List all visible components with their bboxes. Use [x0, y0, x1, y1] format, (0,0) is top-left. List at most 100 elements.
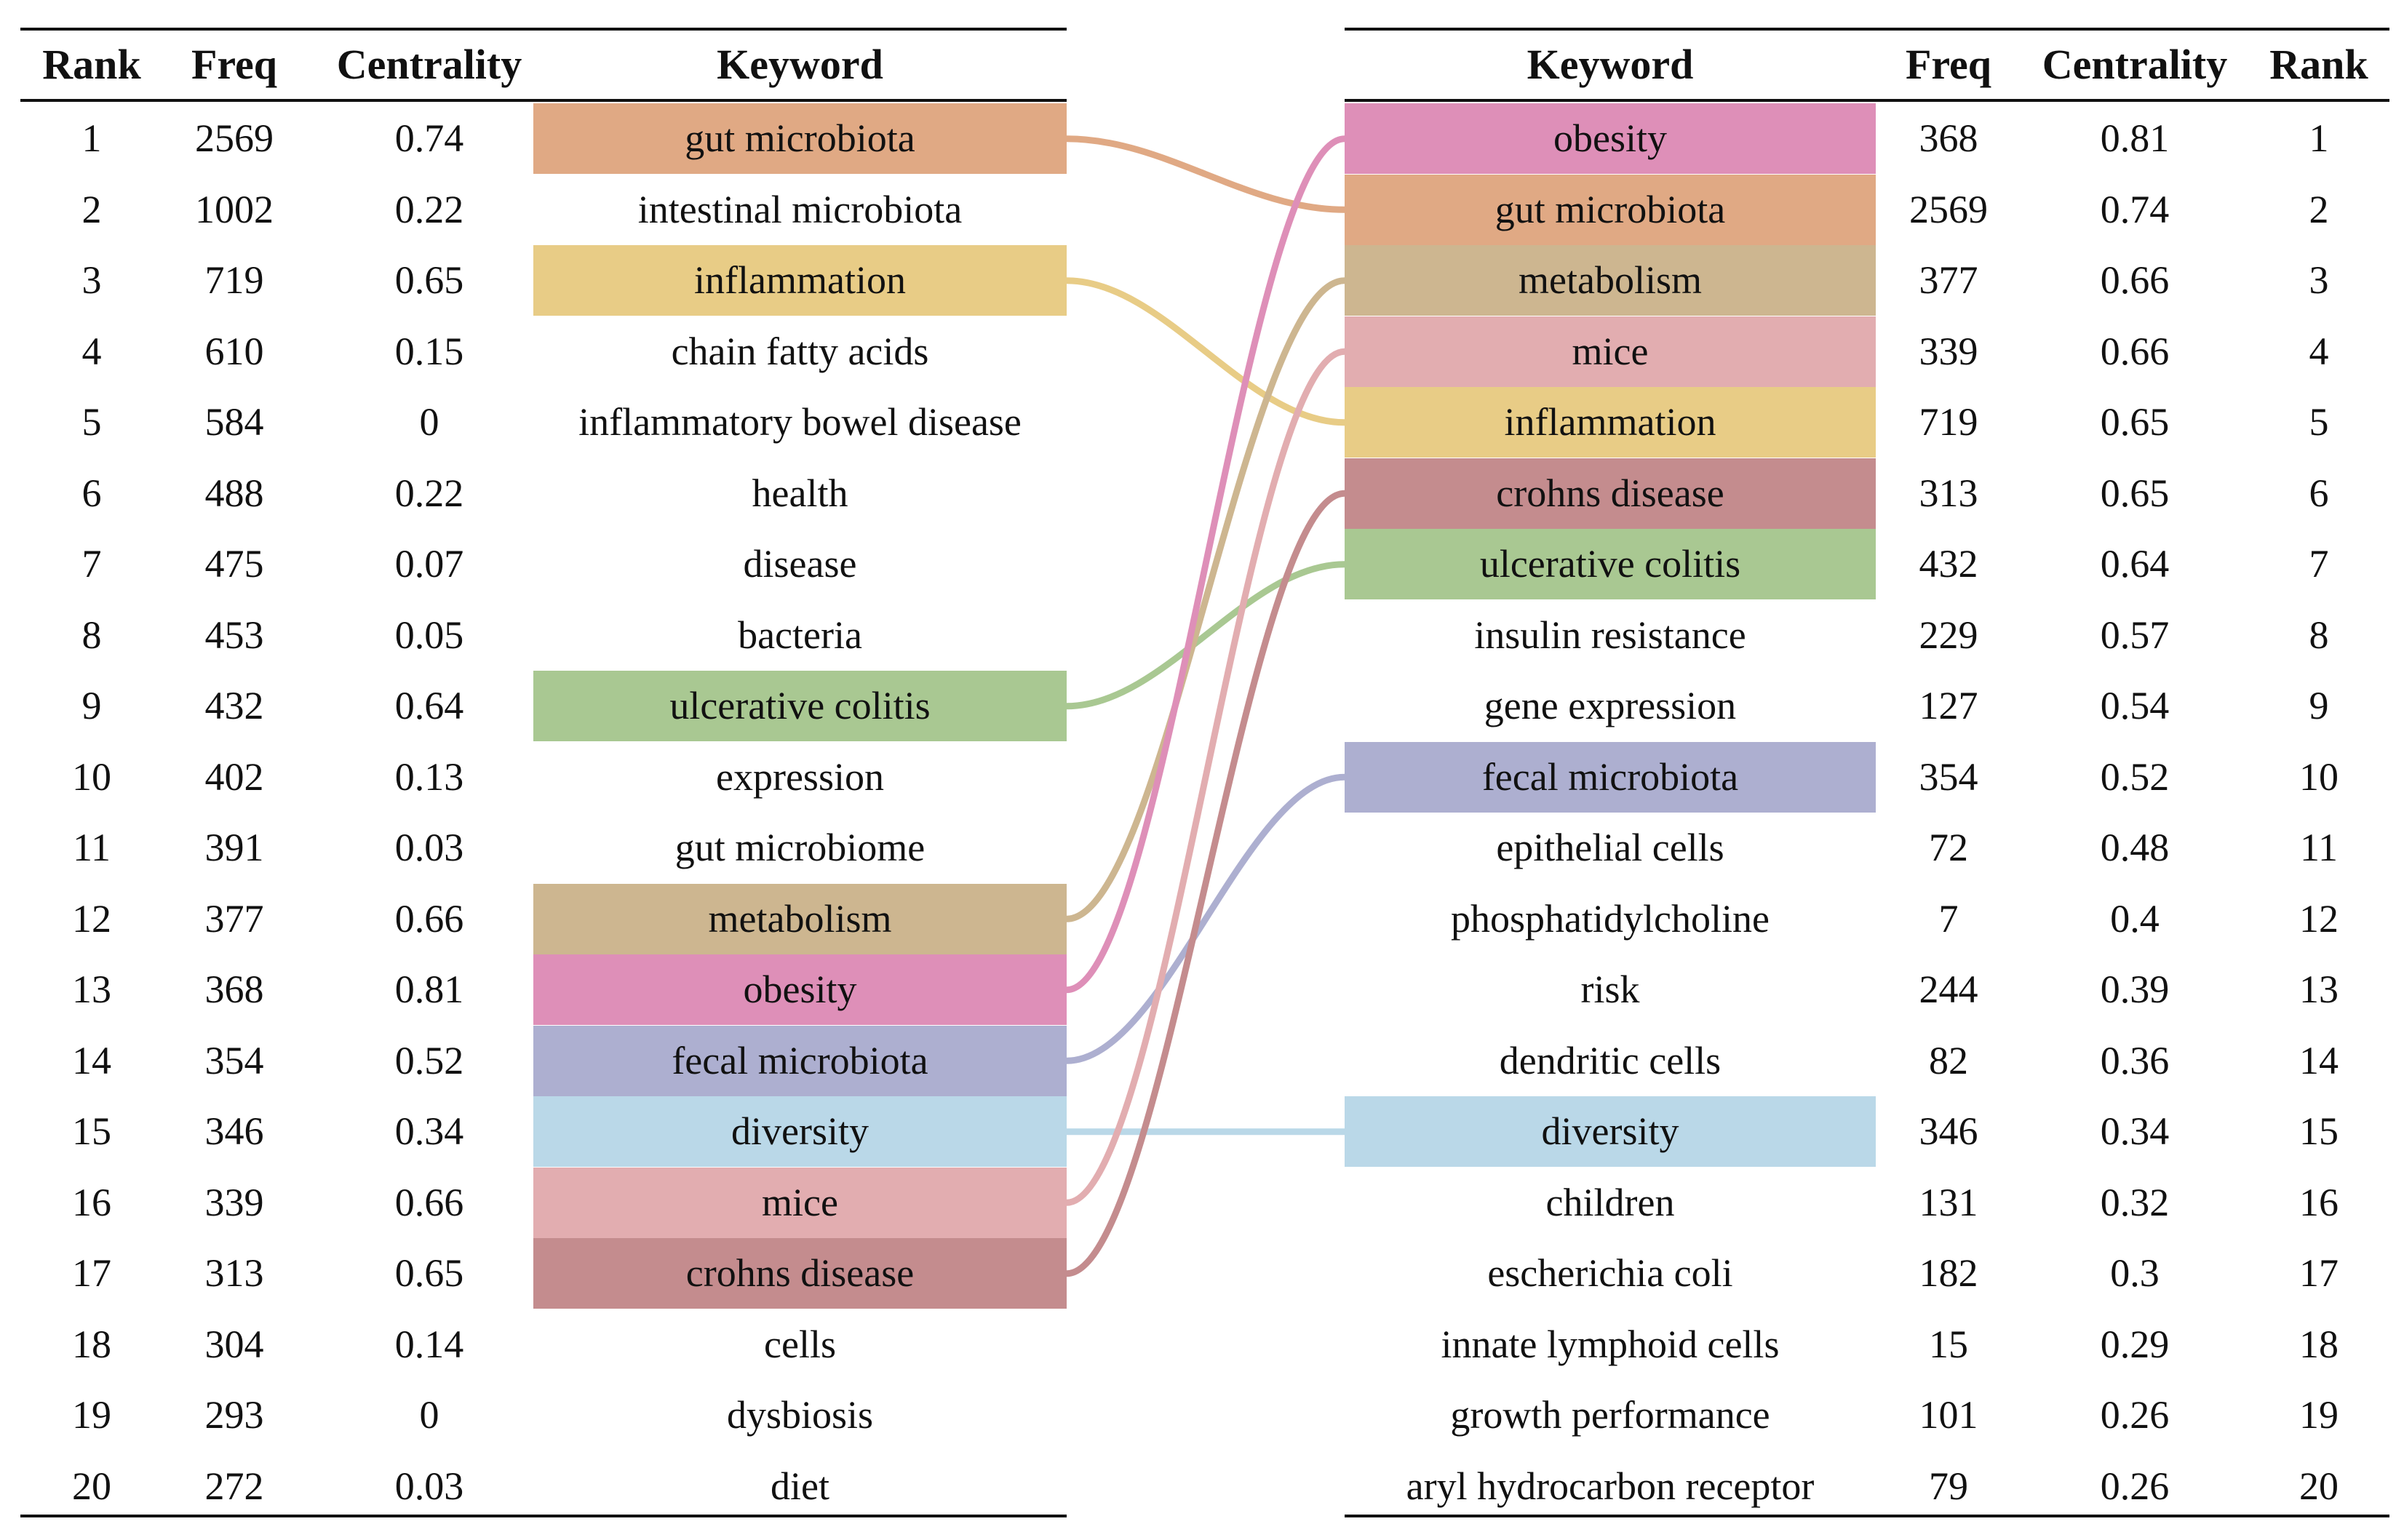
table-row: 11 391 0.03 gut microbiome	[20, 813, 1067, 883]
top-rule	[20, 28, 1067, 31]
rank-cell: 5	[81, 400, 102, 444]
freq-cell: 182	[1919, 1251, 1978, 1295]
connector-line	[1063, 773, 1348, 1064]
centrality-cell: 0.74	[2100, 187, 2170, 231]
centrality-cell: 0.34	[394, 1109, 464, 1153]
keyword-cell: obesity	[1345, 103, 1876, 174]
table-row: 4 610 0.15 chain fatty acids	[20, 316, 1067, 387]
centrality-cell: 0.07	[394, 542, 464, 586]
table-row: 17 313 0.65 crohns disease	[20, 1238, 1067, 1309]
rank-cell: 14	[2299, 1038, 2339, 1082]
table-row: 20 272 0.03 diet	[20, 1451, 1067, 1522]
rank-cell: 17	[2299, 1251, 2339, 1295]
keyword-cell: insulin resistance	[1474, 613, 1746, 657]
keyword-cell: mice	[533, 1167, 1067, 1238]
rank-cell: 17	[72, 1251, 111, 1295]
centrality-cell: 0.39	[2100, 968, 2170, 1011]
header-keyword: Keyword	[1527, 41, 1694, 88]
header-freq: Freq	[191, 41, 278, 88]
table-row: gene expression 127 0.54 9	[1345, 671, 2389, 741]
table-row: mice 339 0.66 4	[1345, 316, 2389, 387]
rank-cell: 8	[2309, 613, 2329, 657]
table-row: 18 304 0.14 cells	[20, 1309, 1067, 1380]
freq-cell: 339	[204, 1180, 264, 1224]
freq-cell: 313	[1919, 471, 1978, 515]
freq-cell: 453	[204, 613, 264, 657]
centrality-cell: 0.13	[394, 754, 464, 799]
table-row: 14 354 0.52 fecal microbiota	[20, 1025, 1067, 1096]
keyword-cell: phosphatidylcholine	[1451, 896, 1770, 941]
table-row: children 131 0.32 16	[1345, 1168, 2389, 1238]
rank-cell: 19	[72, 1393, 111, 1437]
centrality-cell: 0.29	[2100, 1322, 2170, 1366]
rank-cell: 9	[2309, 684, 2329, 727]
rank-cell: 11	[73, 826, 111, 869]
rank-cell: 6	[2309, 471, 2329, 515]
rank-cell: 20	[72, 1464, 111, 1508]
bottom-rule	[20, 1515, 1067, 1517]
top-rule	[1345, 28, 2389, 31]
centrality-cell: 0.15	[394, 329, 464, 373]
table-row: obesity 368 0.81 1	[1345, 103, 2389, 174]
centrality-cell: 0.81	[2100, 116, 2170, 160]
centrality-cell: 0.66	[394, 896, 464, 941]
centrality-cell: 0.52	[394, 1038, 464, 1082]
keyword-cell: inflammatory bowel disease	[578, 400, 1022, 444]
rank-cell: 5	[2309, 400, 2329, 444]
table-row: diversity 346 0.34 15	[1345, 1096, 2389, 1167]
centrality-cell: 0.14	[394, 1322, 464, 1366]
freq-cell: 127	[1919, 684, 1978, 727]
table-row: 1 2569 0.74 gut microbiota	[20, 103, 1067, 174]
freq-cell: 72	[1929, 826, 1968, 869]
centrality-cell: 0.81	[394, 968, 464, 1011]
centrality-cell: 0.65	[2100, 400, 2170, 444]
freq-cell: 101	[1919, 1393, 1978, 1437]
keyword-cell: innate lymphoid cells	[1441, 1322, 1780, 1366]
header-centrality: Centrality	[336, 41, 522, 88]
keyword-cell: gene expression	[1484, 684, 1737, 727]
freq-cell: 82	[1929, 1038, 1968, 1082]
centrality-cell: 0.36	[2100, 1038, 2170, 1082]
centrality-cell: 0.26	[2100, 1464, 2170, 1508]
freq-cell: 15	[1929, 1322, 1968, 1366]
keyword-cell: mice	[1345, 316, 1876, 387]
table-row: 8 453 0.05 bacteria	[20, 600, 1067, 671]
rank-cell: 4	[2309, 329, 2329, 373]
rank-cell: 14	[72, 1038, 111, 1082]
keyword-cell: inflammation	[1345, 387, 1876, 458]
table-row: 3 719 0.65 inflammation	[20, 245, 1067, 316]
centrality-cell: 0.34	[2100, 1109, 2170, 1153]
keyword-cell: growth performance	[1450, 1393, 1770, 1437]
freq-cell: 79	[1929, 1464, 1968, 1508]
table-row: 15 346 0.34 diversity	[20, 1096, 1067, 1167]
centrality-cell: 0.48	[2100, 826, 2170, 869]
connector-line	[1063, 277, 1348, 426]
rank-cell: 15	[2299, 1109, 2339, 1153]
rank-cell: 2	[2309, 187, 2329, 231]
rank-cell: 13	[72, 968, 111, 1011]
centrality-cell: 0.65	[394, 1251, 464, 1295]
rank-cell: 7	[2309, 542, 2329, 586]
centrality-cell: 0.03	[394, 1464, 464, 1508]
rank-cell: 20	[2299, 1464, 2339, 1508]
header-rank: Rank	[2269, 41, 2368, 88]
centrality-cell: 0.22	[394, 187, 464, 231]
rank-cell: 18	[2299, 1322, 2339, 1366]
keyword-cell: metabolism	[1345, 245, 1876, 316]
freq-cell: 131	[1919, 1180, 1978, 1224]
centrality-cell: 0.22	[394, 471, 464, 515]
table-row: 12 377 0.66 metabolism	[20, 883, 1067, 954]
bottom-rule	[1345, 1515, 2389, 1517]
freq-cell: 488	[204, 471, 264, 515]
freq-cell: 368	[204, 968, 264, 1011]
keyword-cell: metabolism	[533, 883, 1067, 954]
rank-cell: 3	[2309, 258, 2329, 302]
centrality-cell: 0.66	[394, 1180, 464, 1224]
keyword-cell: dysbiosis	[726, 1393, 874, 1437]
table-row: crohns disease 313 0.65 6	[1345, 458, 2389, 529]
connector-line	[1063, 277, 1348, 922]
centrality-cell: 0.64	[394, 684, 464, 727]
freq-cell: 304	[204, 1322, 264, 1366]
rank-cell: 3	[81, 258, 102, 302]
